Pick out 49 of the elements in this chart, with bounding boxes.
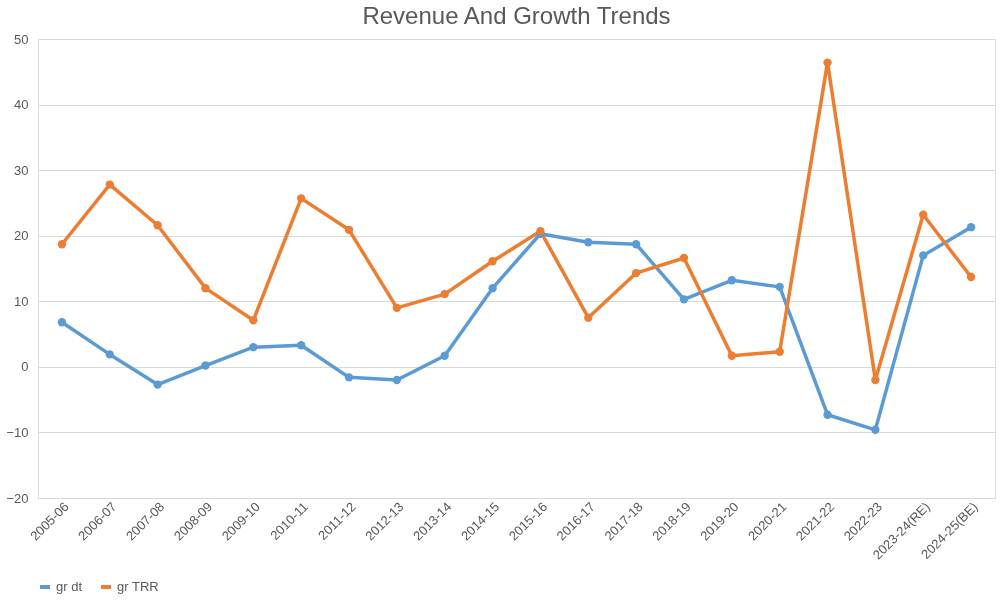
point bbox=[871, 425, 880, 434]
point bbox=[153, 380, 162, 389]
point bbox=[201, 361, 210, 370]
point bbox=[488, 284, 497, 293]
point bbox=[392, 303, 402, 313]
legend-label: gr dt bbox=[56, 579, 83, 594]
y-tick-label: 50 bbox=[14, 31, 29, 47]
point bbox=[966, 272, 976, 282]
y-tick-label: 30 bbox=[14, 162, 29, 178]
point bbox=[57, 318, 67, 327]
point bbox=[679, 253, 689, 263]
chart-title: Revenue And Growth Trends bbox=[362, 2, 671, 29]
point bbox=[57, 240, 67, 249]
y-tick-label: 0 bbox=[21, 359, 29, 375]
legend-label: gr TRR bbox=[117, 579, 159, 594]
y-tick-label: −10 bbox=[6, 424, 29, 440]
point bbox=[344, 373, 354, 382]
point bbox=[201, 284, 210, 293]
point bbox=[488, 257, 497, 266]
point bbox=[105, 350, 114, 359]
y-tick-label: 20 bbox=[14, 228, 29, 244]
point bbox=[727, 351, 737, 360]
point bbox=[153, 221, 162, 230]
point bbox=[296, 194, 306, 203]
y-tick-label: −20 bbox=[6, 490, 29, 506]
point bbox=[823, 58, 832, 67]
point bbox=[584, 313, 593, 322]
point bbox=[296, 341, 306, 350]
y-tick-label: 40 bbox=[14, 97, 29, 113]
point bbox=[775, 282, 784, 292]
point bbox=[871, 375, 880, 385]
y-tick-label: 10 bbox=[14, 293, 29, 309]
point bbox=[584, 238, 593, 247]
point bbox=[966, 223, 976, 232]
point bbox=[775, 347, 784, 356]
point bbox=[392, 375, 402, 385]
point bbox=[727, 276, 737, 285]
point bbox=[249, 316, 258, 325]
point bbox=[679, 295, 689, 304]
point bbox=[344, 225, 354, 234]
point bbox=[823, 410, 832, 419]
point bbox=[631, 240, 641, 249]
point bbox=[105, 180, 114, 189]
point bbox=[440, 289, 449, 299]
point bbox=[919, 210, 928, 219]
point bbox=[249, 343, 258, 352]
point bbox=[440, 351, 449, 360]
point bbox=[631, 268, 641, 278]
point bbox=[919, 251, 928, 260]
